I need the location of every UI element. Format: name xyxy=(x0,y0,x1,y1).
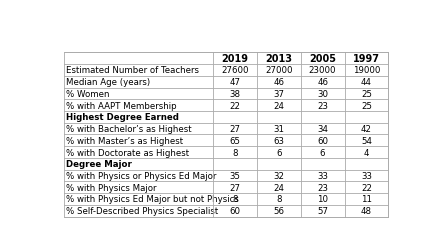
Text: 27000: 27000 xyxy=(265,66,292,75)
Text: 2019: 2019 xyxy=(221,54,248,64)
Text: 1997: 1997 xyxy=(353,54,380,64)
Text: % with Bachelor’s as Highest: % with Bachelor’s as Highest xyxy=(66,124,191,134)
Text: 30: 30 xyxy=(317,90,328,98)
Text: % with Physics or Physics Ed Major: % with Physics or Physics Ed Major xyxy=(66,171,216,180)
Text: Degree Major: Degree Major xyxy=(66,160,131,168)
Text: % Women: % Women xyxy=(66,90,109,98)
Text: 23000: 23000 xyxy=(309,66,336,75)
Text: 8: 8 xyxy=(232,195,238,204)
Text: 33: 33 xyxy=(361,171,372,180)
Bar xyxy=(64,53,389,217)
Text: 19000: 19000 xyxy=(353,66,380,75)
Text: 22: 22 xyxy=(361,183,372,192)
Text: 60: 60 xyxy=(229,206,240,215)
Text: 24: 24 xyxy=(273,101,284,110)
Text: % with Physics Major: % with Physics Major xyxy=(66,183,156,192)
Text: 57: 57 xyxy=(317,206,328,215)
Text: 32: 32 xyxy=(273,171,284,180)
Text: 27600: 27600 xyxy=(221,66,249,75)
Text: 11: 11 xyxy=(361,195,372,204)
Text: 4: 4 xyxy=(364,148,369,157)
Text: 56: 56 xyxy=(273,206,284,215)
Text: % Self-Described Physics Specialist: % Self-Described Physics Specialist xyxy=(66,206,218,215)
Text: Median Age (years): Median Age (years) xyxy=(66,78,150,87)
Text: 42: 42 xyxy=(361,124,372,134)
Text: 24: 24 xyxy=(273,183,284,192)
Text: 44: 44 xyxy=(361,78,372,87)
Text: 54: 54 xyxy=(361,136,372,145)
Text: % with Doctorate as Highest: % with Doctorate as Highest xyxy=(66,148,189,157)
Text: % with Physics Ed Major but not Physics: % with Physics Ed Major but not Physics xyxy=(66,195,239,204)
Text: 10: 10 xyxy=(317,195,328,204)
Text: 8: 8 xyxy=(232,148,238,157)
Text: 65: 65 xyxy=(229,136,240,145)
Text: 23: 23 xyxy=(317,101,328,110)
Text: 22: 22 xyxy=(229,101,240,110)
Text: 60: 60 xyxy=(317,136,328,145)
Text: Estimated Number of Teachers: Estimated Number of Teachers xyxy=(66,66,199,75)
Text: 63: 63 xyxy=(273,136,284,145)
Text: 6: 6 xyxy=(276,148,281,157)
Text: 48: 48 xyxy=(361,206,372,215)
Text: 6: 6 xyxy=(320,148,325,157)
Text: % with Master’s as Highest: % with Master’s as Highest xyxy=(66,136,183,145)
Text: 2005: 2005 xyxy=(309,54,336,64)
Text: 35: 35 xyxy=(229,171,240,180)
Text: 34: 34 xyxy=(317,124,328,134)
Text: 46: 46 xyxy=(273,78,284,87)
Text: 37: 37 xyxy=(273,90,284,98)
Text: 8: 8 xyxy=(276,195,281,204)
Text: 27: 27 xyxy=(229,124,240,134)
Text: 23: 23 xyxy=(317,183,328,192)
Text: % with AAPT Membership: % with AAPT Membership xyxy=(66,101,176,110)
Text: 47: 47 xyxy=(229,78,240,87)
Text: 2013: 2013 xyxy=(265,54,292,64)
Text: 33: 33 xyxy=(317,171,328,180)
Text: 27: 27 xyxy=(229,183,240,192)
Text: 38: 38 xyxy=(229,90,240,98)
Text: 31: 31 xyxy=(273,124,284,134)
Text: 46: 46 xyxy=(317,78,328,87)
Text: Highest Degree Earned: Highest Degree Earned xyxy=(66,113,179,122)
Text: 25: 25 xyxy=(361,101,372,110)
Text: 25: 25 xyxy=(361,90,372,98)
